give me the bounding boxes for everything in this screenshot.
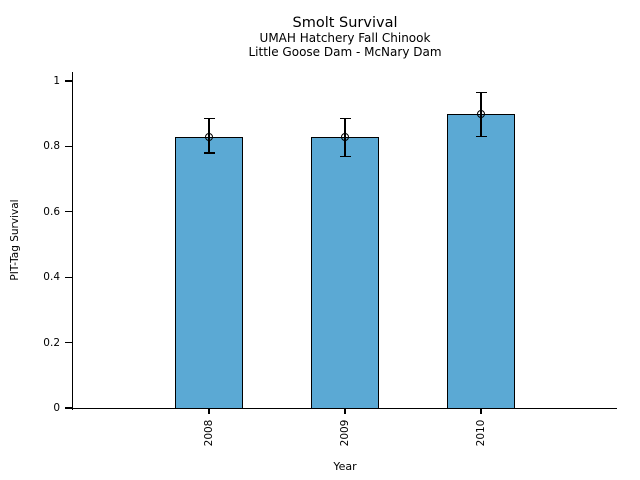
- error-bar-cap-top: [203, 117, 215, 120]
- y-tick-label: 0: [53, 402, 60, 414]
- y-tick: [65, 145, 72, 148]
- y-tick-label: 0.6: [43, 205, 60, 218]
- data-point-marker: [477, 109, 485, 118]
- y-tick: [65, 276, 72, 278]
- error-bar-cap-bottom: [475, 135, 487, 138]
- chart-title: Smolt Survival: [292, 15, 398, 31]
- bar: [447, 113, 515, 410]
- x-tick: [208, 409, 210, 415]
- y-axis-spine: [71, 72, 74, 410]
- y-tick-label: 0.2: [43, 336, 60, 349]
- y-tick: [65, 341, 72, 344]
- y-tick-label: 0.8: [43, 140, 60, 153]
- bar: [311, 136, 379, 410]
- x-axis-title: Year: [333, 460, 357, 473]
- error-bar-cap-bottom: [203, 152, 215, 154]
- x-tick-label: 2009: [339, 419, 351, 447]
- y-tick-label: 1: [53, 75, 60, 87]
- error-bar-cap-top: [339, 117, 351, 120]
- data-point-marker: [341, 132, 349, 141]
- y-tick-label: 0.4: [43, 271, 60, 284]
- chart-subtitle-2: Little Goose Dam - McNary Dam: [248, 45, 442, 59]
- x-tick: [480, 409, 482, 415]
- x-tick-label: 2008: [203, 419, 215, 447]
- y-tick: [65, 80, 72, 82]
- x-tick: [344, 409, 346, 415]
- error-bar-cap-top: [475, 91, 487, 94]
- y-tick: [65, 211, 72, 213]
- bar: [175, 136, 243, 410]
- chart-subtitle-1: UMAH Hatchery Fall Chinook: [259, 31, 431, 45]
- data-point-marker: [205, 132, 213, 141]
- y-tick: [65, 407, 72, 409]
- x-tick-label: 2010: [475, 419, 487, 447]
- error-bar-cap-bottom: [339, 155, 351, 157]
